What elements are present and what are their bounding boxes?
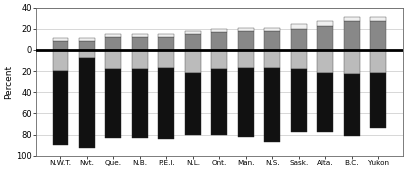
Bar	[291, 69, 307, 132]
Bar	[238, 50, 254, 68]
Bar	[265, 68, 280, 142]
Bar	[317, 73, 333, 132]
Bar	[265, 50, 280, 68]
Bar	[238, 68, 254, 137]
Bar	[265, 28, 280, 31]
Bar	[158, 34, 174, 37]
Bar	[79, 58, 95, 148]
Bar	[370, 17, 386, 21]
Bar	[53, 71, 68, 145]
Bar	[211, 29, 227, 32]
Bar	[344, 17, 360, 21]
Bar	[317, 26, 333, 50]
Bar	[185, 31, 201, 34]
Bar	[238, 28, 254, 31]
Bar	[53, 50, 68, 71]
Bar	[158, 37, 174, 50]
Bar	[185, 73, 201, 134]
Bar	[238, 31, 254, 50]
Bar	[317, 21, 333, 26]
Bar	[211, 32, 227, 50]
Bar	[132, 69, 148, 138]
Bar	[185, 50, 201, 73]
Bar	[344, 21, 360, 50]
Bar	[132, 37, 148, 50]
Bar	[132, 50, 148, 69]
Bar	[265, 31, 280, 50]
Bar	[53, 38, 68, 41]
Bar	[79, 38, 95, 41]
Bar	[370, 73, 386, 128]
Bar	[211, 69, 227, 134]
Bar	[211, 50, 227, 69]
Bar	[344, 74, 360, 136]
Y-axis label: Percent: Percent	[4, 65, 13, 99]
Bar	[79, 50, 95, 58]
Bar	[291, 23, 307, 29]
Bar	[317, 50, 333, 73]
Bar	[105, 34, 121, 37]
Bar	[291, 50, 307, 69]
Bar	[158, 50, 174, 68]
Bar	[105, 37, 121, 50]
Bar	[370, 50, 386, 73]
Bar	[291, 29, 307, 50]
Bar	[105, 69, 121, 138]
Bar	[53, 41, 68, 50]
Bar	[132, 34, 148, 37]
Bar	[105, 50, 121, 69]
Bar	[185, 34, 201, 50]
Bar	[370, 21, 386, 50]
Bar	[158, 68, 174, 139]
Bar	[344, 50, 360, 74]
Bar	[79, 41, 95, 50]
